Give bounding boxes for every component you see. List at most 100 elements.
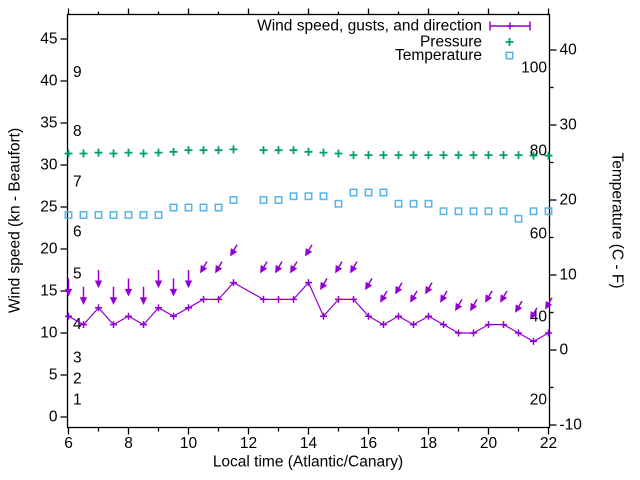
inner-right-scale-label: 60 xyxy=(530,226,548,243)
temperature-point xyxy=(109,211,118,219)
gust-arrow-shaft xyxy=(533,307,538,314)
temperature-point xyxy=(184,203,193,212)
wind-speed-point xyxy=(275,295,282,303)
wind-speed-point xyxy=(365,312,372,320)
wind-speed-point xyxy=(80,321,87,329)
y-right-axis-label: Temperature (C - F) xyxy=(609,152,626,288)
plot-border xyxy=(66,13,551,429)
temperature-point xyxy=(514,214,523,223)
gust-arrow-head xyxy=(380,294,388,303)
wind-speed-point xyxy=(395,312,402,320)
temperature-point xyxy=(469,207,478,216)
temperature-point xyxy=(304,192,313,201)
gust-arrow-head xyxy=(425,285,433,295)
beaufort-scale-label: 4 xyxy=(73,316,82,333)
gust-arrow-head xyxy=(139,297,148,305)
y-left-tick-label: 30 xyxy=(40,157,58,174)
x-tick-label: 20 xyxy=(480,435,498,452)
chart-render-root: 6 8 10 12 14 16 18 20 22051015202530354045-10010… xyxy=(40,8,582,452)
temperature-point xyxy=(409,199,418,208)
pressure-point xyxy=(364,151,373,160)
pressure-point xyxy=(514,151,523,160)
wind-speed-point xyxy=(440,321,447,329)
pressure-point xyxy=(229,145,238,154)
beaufort-scale-label: 8 xyxy=(73,123,82,140)
gust-arrow-shaft xyxy=(338,261,343,268)
x-tick-label: 12 xyxy=(240,435,257,452)
gust-arrow-shaft xyxy=(488,290,493,297)
wind-speed-point xyxy=(110,321,117,329)
x-tick-label: 14 xyxy=(300,435,318,452)
legend-label-wind: Wind speed, gusts, and direction xyxy=(257,18,482,35)
wind-speed-point xyxy=(95,304,102,312)
gust-arrow-head xyxy=(515,304,523,313)
wind-speed-point xyxy=(530,337,537,345)
gust-arrow-shaft xyxy=(503,290,508,297)
y-left-tick-label: 0 xyxy=(49,409,58,426)
pressure-point xyxy=(274,146,283,155)
gust-arrow-head xyxy=(485,294,493,303)
gust-arrow-shaft xyxy=(353,261,358,268)
gust-arrow-shaft xyxy=(233,244,238,251)
gust-arrow-head xyxy=(365,281,373,291)
y-right-tick-label: 10 xyxy=(560,267,578,284)
pressure-point xyxy=(499,151,508,160)
legend-pressure-sample-marker xyxy=(505,38,514,46)
pressure-point xyxy=(94,148,103,157)
wind-speed-point xyxy=(215,295,222,303)
temperature-point xyxy=(94,211,103,219)
temperature-point xyxy=(424,199,433,208)
gust-arrow-shaft xyxy=(293,261,298,268)
gust-arrow-shaft xyxy=(413,290,418,297)
wind-speed-point xyxy=(230,279,237,287)
gust-arrow-head xyxy=(275,264,283,274)
y-left-tick-label: 40 xyxy=(40,73,58,90)
gust-arrow-head xyxy=(545,301,553,310)
wind-speed-point xyxy=(470,329,477,337)
x-tick-label: 8 xyxy=(124,435,133,452)
wind-speed-point xyxy=(515,329,522,337)
wind-speed-point xyxy=(260,295,267,303)
wind-speed-point xyxy=(545,329,552,337)
gust-arrow-shaft xyxy=(518,300,523,308)
temperature-point xyxy=(274,196,283,204)
temperature-point xyxy=(484,207,493,216)
gust-arrow-head xyxy=(410,294,418,303)
gust-arrow-head xyxy=(215,264,223,274)
temperature-point xyxy=(139,211,148,219)
y-right-tick-label: 40 xyxy=(560,42,578,59)
pressure-point xyxy=(529,151,538,160)
pressure-point xyxy=(289,146,298,155)
pressure-point xyxy=(379,151,388,160)
pressure-point xyxy=(169,147,178,156)
pressure-point xyxy=(319,148,328,157)
pressure-point xyxy=(439,151,448,160)
temperature-point xyxy=(439,207,448,216)
temperature-point xyxy=(259,196,268,204)
temperature-point xyxy=(64,211,73,219)
y-left-tick-label: 35 xyxy=(40,115,57,132)
gust-arrow-shaft xyxy=(263,261,268,268)
gust-arrow-shaft xyxy=(428,282,433,289)
wind-speed-point xyxy=(125,312,132,320)
gust-arrow-head xyxy=(260,264,268,274)
wind-speed-point xyxy=(500,321,507,329)
gust-arrow-head xyxy=(500,294,508,303)
gust-arrow-shaft xyxy=(383,290,388,297)
gust-arrow-shaft xyxy=(548,297,553,304)
gust-arrow-shaft xyxy=(368,278,373,285)
pressure-point xyxy=(469,151,478,160)
gust-arrow-shaft xyxy=(218,261,223,268)
temperature-point xyxy=(364,188,373,197)
beaufort-scale-label: 1 xyxy=(73,392,82,409)
temperature-point xyxy=(544,207,553,216)
pressure-point xyxy=(484,151,493,160)
gust-arrow-head xyxy=(440,294,448,303)
x-tick-label: 6 xyxy=(64,435,73,452)
wind-speed-point xyxy=(155,304,162,312)
pressure-point xyxy=(214,146,223,155)
wind-speed-point xyxy=(485,321,492,329)
pressure-point xyxy=(109,149,118,158)
gust-arrow-head xyxy=(109,297,118,305)
wind-speed-point xyxy=(350,295,357,303)
